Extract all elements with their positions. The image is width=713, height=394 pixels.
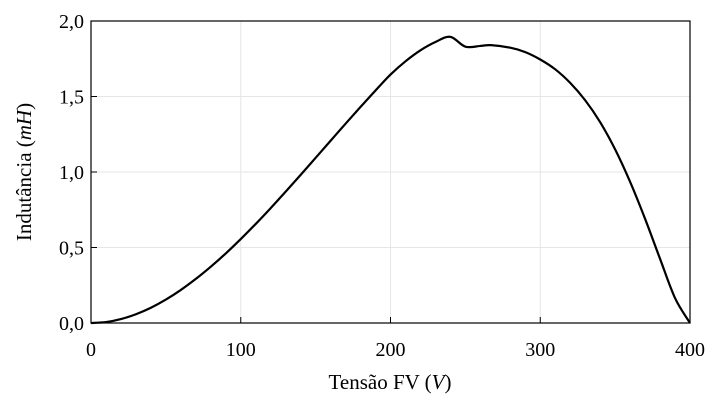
grid [90, 20, 691, 324]
x-tick-label-4: 400 [675, 339, 705, 361]
y-tick-label-3: 1,5 [59, 87, 84, 109]
x-tick-label-1: 100 [226, 339, 256, 361]
x-tick-label-0: 0 [86, 339, 96, 361]
y-tick-label-2: 1,0 [59, 162, 84, 184]
x-axis-label: Tensão FV (V) [329, 370, 452, 394]
x-tick-label-3: 300 [525, 339, 555, 361]
x-tick-labels: 0 100 200 300 400 [86, 339, 705, 361]
y-tick-label-1: 0,5 [59, 238, 84, 260]
y-tick-label-4: 2,0 [59, 11, 84, 33]
x-tick-label-2: 200 [376, 339, 406, 361]
y-tick-labels: 0,0 0,5 1,0 1,5 2,0 [59, 11, 84, 335]
series-line-0 [90, 35, 691, 325]
y-tick-label-0: 0,0 [59, 313, 84, 335]
plot-frame [90, 20, 691, 324]
y-axis-label: Indutância (mH) [12, 103, 36, 241]
series-layer [90, 35, 691, 325]
